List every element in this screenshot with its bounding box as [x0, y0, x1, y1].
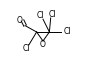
Text: Cl: Cl: [37, 11, 44, 20]
Text: Cl: Cl: [23, 44, 30, 53]
Text: O: O: [16, 16, 22, 25]
Text: Cl: Cl: [63, 28, 71, 36]
Text: Cl: Cl: [48, 10, 56, 19]
Text: O: O: [40, 40, 46, 49]
